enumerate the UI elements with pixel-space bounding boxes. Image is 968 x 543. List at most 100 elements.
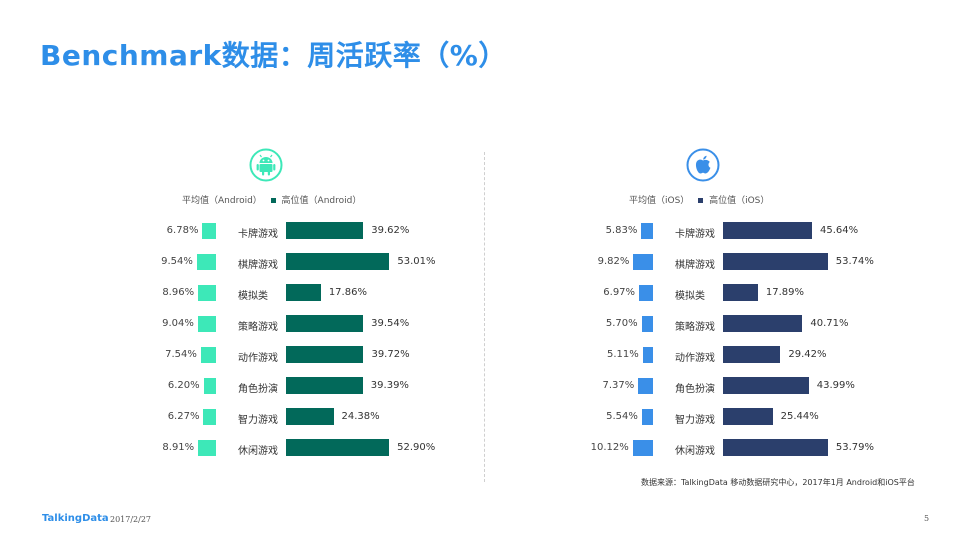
legend-ios-high-swatch: [698, 197, 704, 203]
high-value-label: 39.39%: [370, 380, 409, 391]
high-value-label: 43.99%: [816, 380, 855, 391]
category-label: 策略游戏: [675, 322, 715, 333]
avg-value-label: 6.20%: [167, 380, 200, 391]
avg-value-label: 5.70%: [605, 318, 638, 329]
high-value-label: 39.54%: [371, 318, 410, 329]
category-label: 模拟类: [675, 291, 705, 302]
avg-value-label: 7.37%: [602, 380, 635, 391]
legend-android-high: 高位值（Android）: [281, 196, 362, 206]
avg-bar: [633, 254, 653, 270]
high-value-label: 52.90%: [397, 442, 436, 453]
high-value-label: 25.44%: [780, 411, 819, 422]
category-label: 卡牌游戏: [675, 229, 715, 240]
category-label: 卡牌游戏: [238, 229, 278, 240]
chart-row: 7.37% 角色扮演 43.99%: [601, 371, 901, 402]
chart-row: 6.27% 智力游戏 24.38%: [164, 402, 464, 433]
category-label: 模拟类: [238, 291, 268, 302]
chart-row: 6.78% 卡牌游戏 39.62%: [164, 216, 464, 247]
avg-bar: [632, 440, 653, 456]
footer-date: 2017/2/27: [110, 515, 152, 524]
high-bar: [286, 284, 321, 301]
chart-row: 6.97% 模拟类 17.89%: [601, 278, 901, 309]
category-label: 角色扮演: [238, 384, 278, 395]
high-value-label: 39.72%: [371, 349, 410, 360]
chart-row: 5.83% 卡牌游戏 45.64%: [601, 216, 901, 247]
high-value-label: 24.38%: [341, 411, 380, 422]
high-value-label: 17.89%: [765, 287, 805, 298]
high-bar: [723, 222, 812, 239]
high-value-label: 29.42%: [788, 349, 827, 360]
avg-value-label: 10.12%: [590, 442, 629, 453]
high-value-label: 53.74%: [835, 256, 874, 267]
high-bar: [286, 222, 364, 239]
high-value-label: 40.71%: [810, 318, 849, 329]
apple-icon: [686, 148, 720, 182]
chart-row: 7.54% 动作游戏 39.72%: [164, 340, 464, 371]
avg-bar: [642, 347, 653, 363]
avg-value-label: 6.97%: [603, 287, 636, 298]
avg-bar: [638, 378, 653, 394]
category-label: 休闲游戏: [238, 446, 278, 457]
high-value-label: 53.79%: [835, 442, 875, 453]
legend-android-high-swatch: [270, 197, 276, 203]
avg-bar: [196, 254, 216, 270]
chart-row: 8.96% 模拟类 17.86%: [162, 278, 464, 309]
chart-row: 9.54% 棋牌游戏 53.01%: [161, 247, 464, 278]
avg-bar: [203, 409, 216, 425]
legend-ios-high: 高位值（iOS）: [709, 196, 770, 206]
chart-row: 9.04% 策略游戏 39.54%: [162, 309, 464, 340]
ios-chart: 5.83% 卡牌游戏 45.64% 9.82% 棋牌游戏 53.74% 6.97% 模拟类 17…: [591, 216, 901, 466]
legend-ios-avg: 平均值（iOS）: [629, 196, 690, 206]
chart-row: 10.12% 休闲游戏 53.79%: [591, 433, 901, 464]
avg-value-label: 8.91%: [162, 442, 195, 453]
android-chart: 6.78% 卡牌游戏 39.62% 9.54% 棋牌游戏 53.01% 8.96% 模拟类 17…: [161, 216, 464, 466]
high-bar: [286, 377, 363, 394]
chart-row: 5.54% 智力游戏 25.44%: [601, 402, 901, 433]
avg-value-label: 9.04%: [162, 318, 194, 329]
high-bar: [723, 284, 758, 301]
high-bar: [723, 377, 809, 394]
avg-value-label: 6.78%: [166, 225, 199, 236]
chart-row: 6.20% 角色扮演 39.39%: [164, 371, 464, 402]
high-value-label: 53.01%: [397, 256, 436, 267]
avg-bar: [197, 316, 216, 332]
avg-value-label: 5.11%: [607, 349, 639, 360]
category-label: 棋牌游戏: [238, 260, 278, 271]
category-label: 智力游戏: [675, 415, 715, 426]
avg-bar: [202, 223, 216, 239]
high-bar: [286, 253, 390, 270]
avg-bar: [200, 347, 216, 363]
category-label: 动作游戏: [675, 353, 715, 364]
avg-bar: [203, 378, 216, 394]
footer-logo: TalkingData: [42, 513, 109, 524]
category-label: 策略游戏: [238, 322, 278, 333]
chart-row: 5.11% 动作游戏 29.42%: [601, 340, 901, 371]
avg-bar: [641, 223, 653, 239]
high-bar: [723, 253, 828, 270]
chart-row: 8.91% 休闲游戏 52.90%: [162, 433, 464, 464]
high-value-label: 45.64%: [819, 225, 859, 236]
high-value-label: 17.86%: [328, 287, 367, 298]
high-value-label: 39.62%: [371, 225, 410, 236]
high-bar: [723, 439, 828, 456]
high-bar: [286, 408, 334, 425]
category-label: 休闲游戏: [675, 446, 715, 457]
category-label: 动作游戏: [238, 353, 278, 364]
avg-value-label: 9.54%: [161, 256, 193, 267]
page-number: 5: [924, 514, 930, 523]
avg-value-label: 9.82%: [597, 256, 630, 267]
avg-value-label: 8.96%: [162, 287, 195, 298]
high-bar: [286, 346, 364, 363]
high-bar: [723, 315, 803, 332]
category-label: 智力游戏: [238, 415, 278, 426]
panel-divider: [484, 152, 485, 482]
android-legend: 平均值（Android） 高位值（Android）: [182, 193, 361, 206]
page-title: Benchmark数据：周活跃率（%）: [40, 39, 507, 72]
avg-bar: [198, 440, 216, 456]
category-label: 角色扮演: [675, 384, 715, 395]
ios-legend: 平均值（iOS） 高位值（iOS）: [629, 193, 769, 206]
high-bar: [286, 315, 364, 332]
high-bar: [723, 408, 773, 425]
category-label: 棋牌游戏: [675, 260, 715, 271]
avg-value-label: 6.27%: [167, 411, 200, 422]
